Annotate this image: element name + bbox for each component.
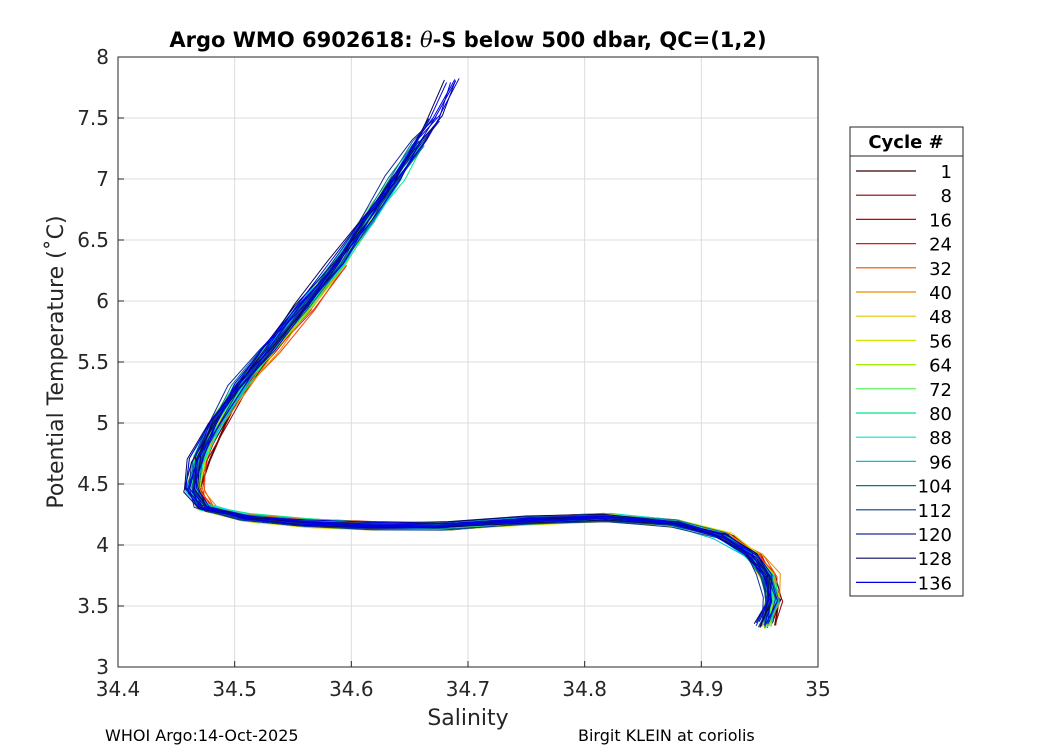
y-axis-label: Potential Temperature (˚C) (44, 215, 69, 508)
y-tick-label: 5.5 (77, 350, 109, 374)
x-tick-label: 34.9 (679, 677, 724, 701)
x-tick-label: 35 (805, 677, 830, 701)
y-tick-label: 4 (96, 533, 109, 557)
legend-label: 72 (929, 380, 952, 401)
x-tick-label: 34.6 (329, 677, 374, 701)
legend-box (849, 126, 964, 597)
legend-label: 112 (918, 501, 952, 522)
legend-title: Cycle # (868, 132, 943, 153)
chart-title: Argo WMO 6902618: θ-S below 500 dbar, QC… (169, 28, 766, 52)
legend-label: 16 (929, 210, 952, 231)
legend-label: 40 (929, 283, 952, 304)
y-tick-label: 8 (96, 45, 109, 69)
legend-label: 48 (929, 307, 952, 328)
x-tick-label: 34.7 (446, 677, 491, 701)
x-tick-label: 34.4 (96, 677, 141, 701)
y-axis-ticks: 3 3.5 4 4.5 5 5.5 6 6.5 7 7.5 8 (77, 45, 124, 679)
legend-label: 96 (929, 452, 952, 473)
legend-label: 128 (918, 549, 952, 570)
legend: Cycle # 1 8 16 24 32 40 48 56 64 72 80 88 96 104 112 12… (849, 126, 964, 597)
x-axis-ticks: 34.4 34.5 34.6 34.7 34.8 34.9 35 (96, 661, 831, 701)
legend-items: 1 8 16 24 32 40 48 56 64 72 80 88 96 104 112 120 128 136 (856, 162, 952, 594)
legend-label: 32 (929, 259, 952, 280)
legend-label: 1 (941, 162, 952, 183)
x-axis-label: Salinity (427, 706, 508, 731)
footer-left: WHOI Argo:14-Oct-2025 (105, 726, 299, 745)
legend-label: 120 (918, 525, 952, 546)
legend-label: 24 (929, 235, 952, 256)
legend-label: 80 (929, 404, 952, 425)
y-tick-label: 4.5 (77, 472, 109, 496)
profile-line-cycle-136 (185, 82, 769, 624)
y-tick-label: 3.5 (77, 594, 109, 618)
legend-label: 104 (918, 477, 952, 498)
profile-line-cycle-128 (183, 118, 772, 628)
profile-lines (183, 78, 784, 629)
y-tick-label: 7 (96, 167, 109, 191)
profile-line-cycle-136 (195, 82, 773, 622)
y-tick-label: 5 (96, 411, 109, 435)
legend-label: 64 (929, 356, 952, 377)
x-tick-label: 34.5 (212, 677, 257, 701)
legend-label: 88 (929, 428, 952, 449)
y-tick-label: 7.5 (77, 106, 109, 130)
legend-label: 56 (929, 331, 952, 352)
footer-right: Birgit KLEIN at coriolis (578, 726, 755, 745)
y-tick-label: 3 (96, 655, 109, 679)
legend-label: 136 (918, 573, 952, 594)
legend-label: 8 (941, 186, 952, 207)
profile-line-cycle-136 (192, 78, 772, 625)
x-tick-label: 34.8 (562, 677, 607, 701)
y-tick-label: 6.5 (77, 228, 109, 252)
y-tick-label: 6 (96, 289, 109, 313)
